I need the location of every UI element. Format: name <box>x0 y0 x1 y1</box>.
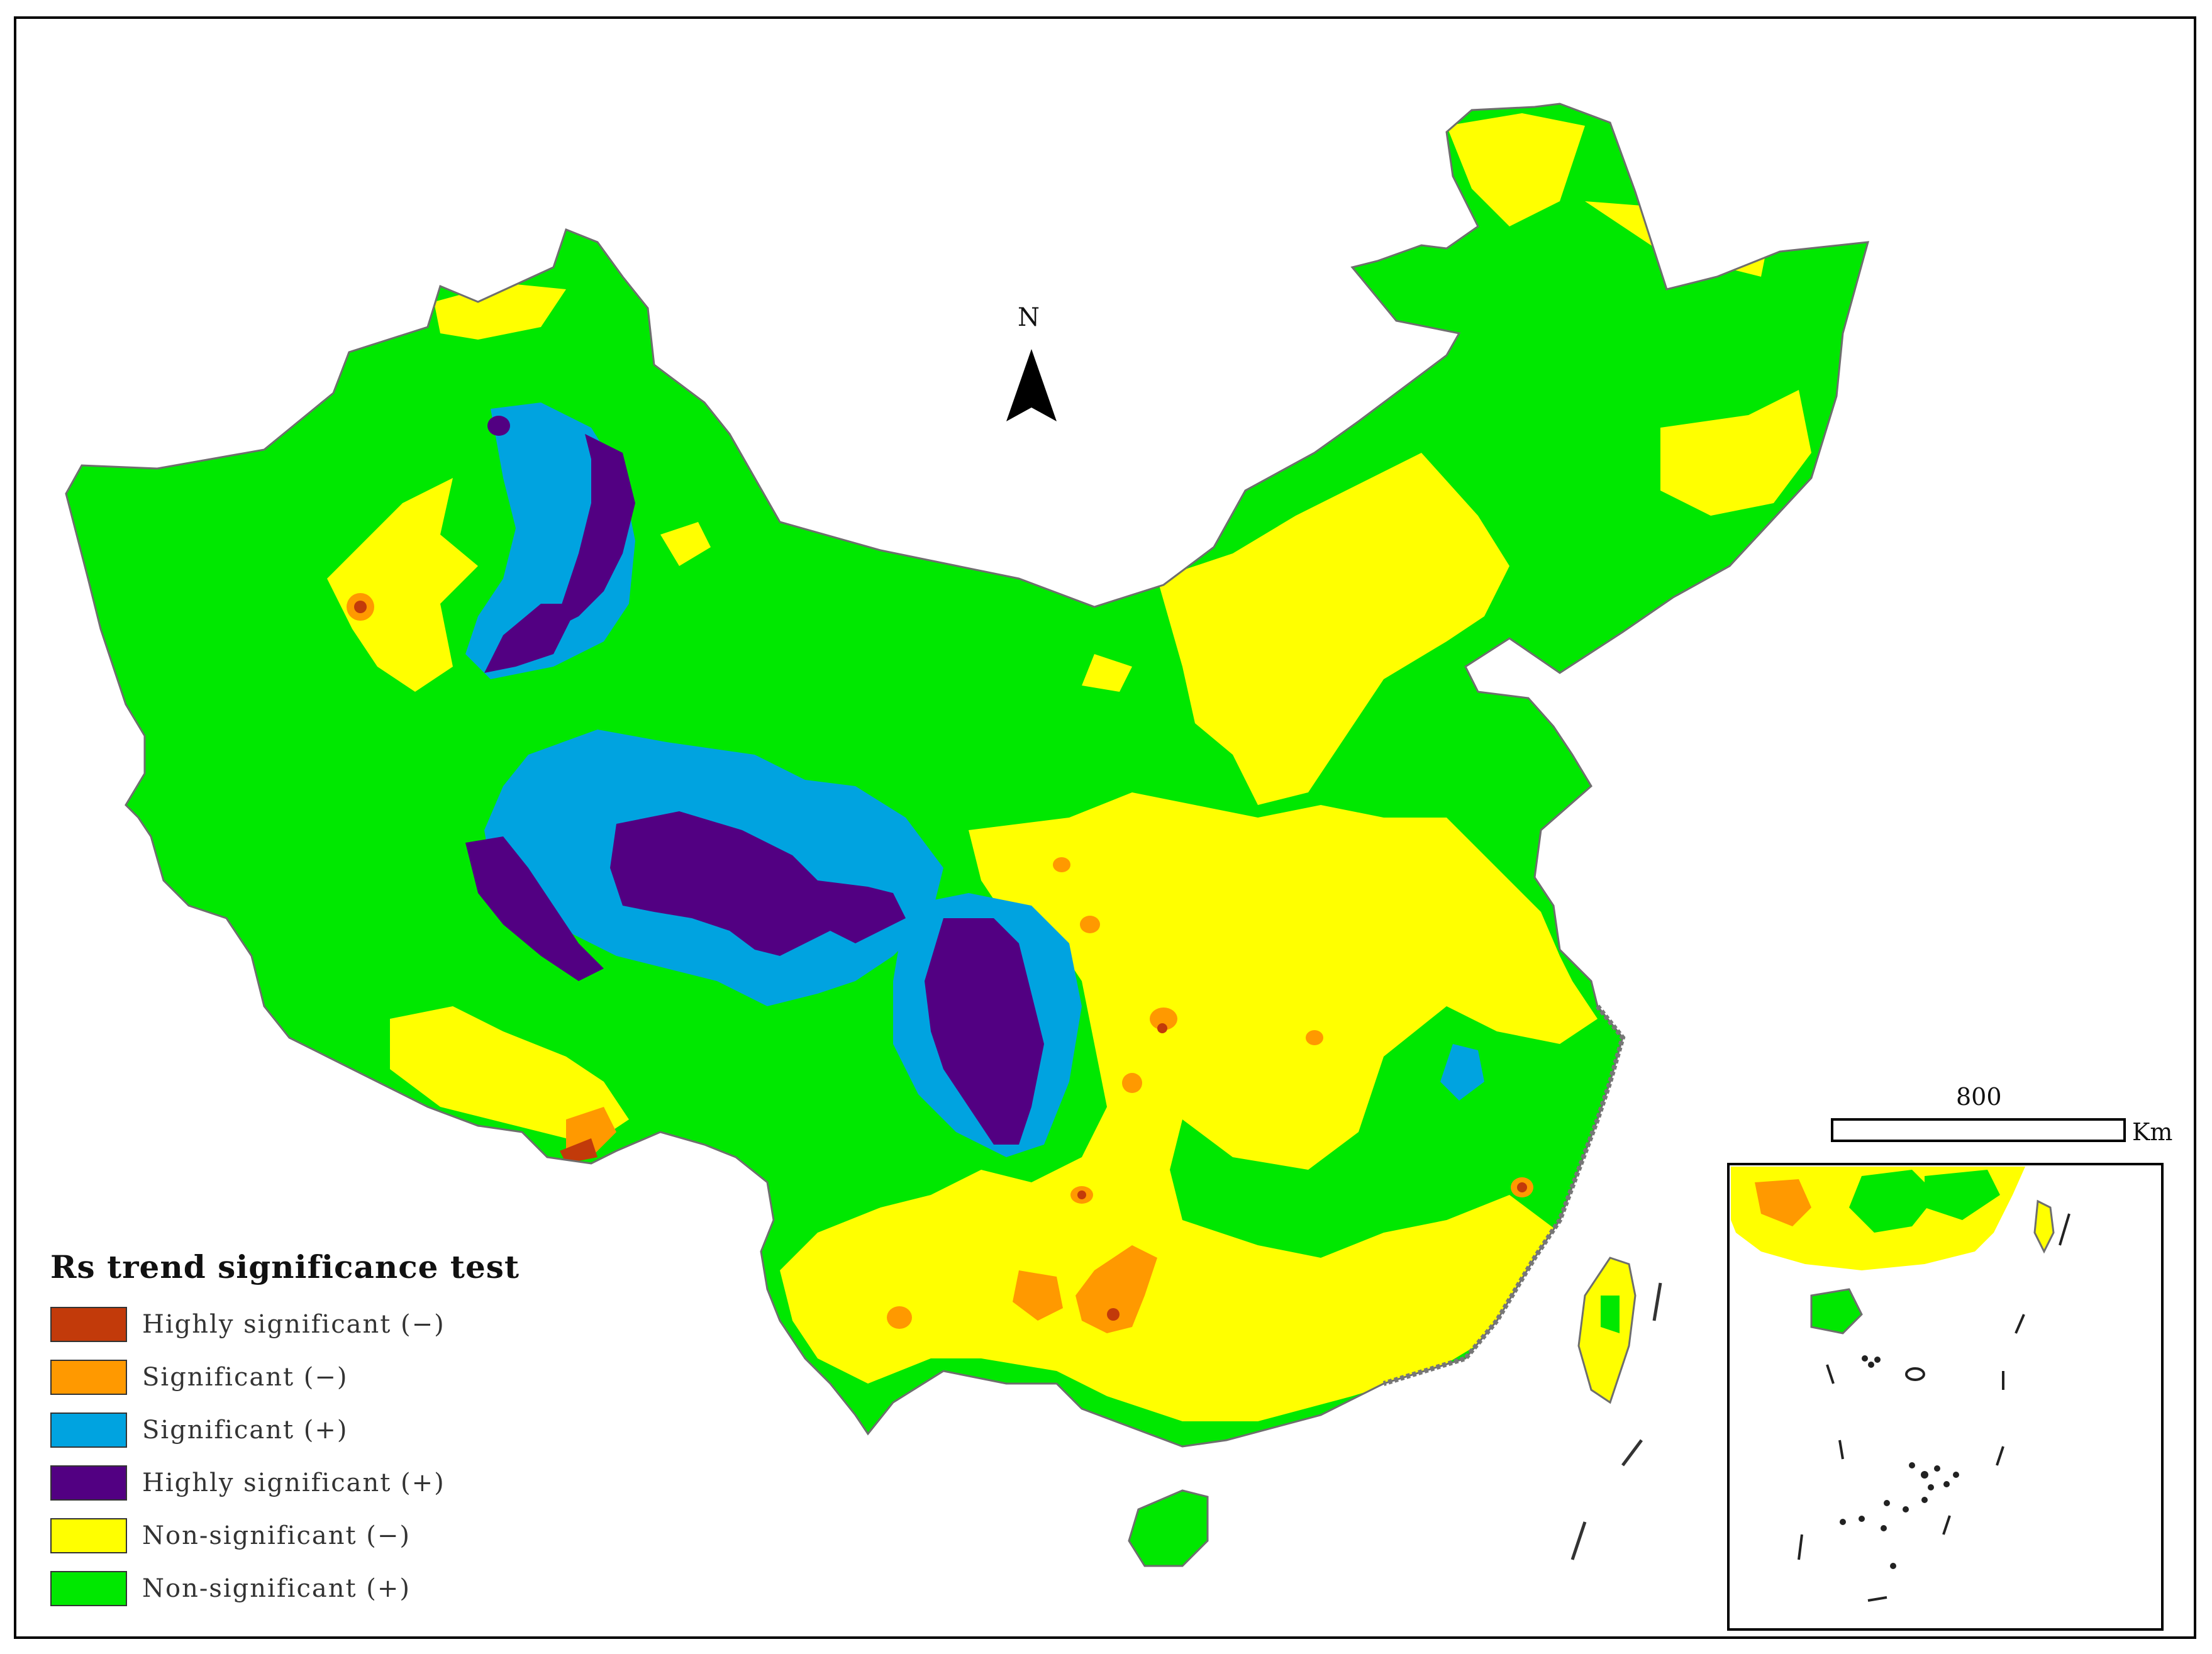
legend-item: Significant (+) <box>50 1404 541 1457</box>
legend-title: Rs trend significance test <box>50 1248 520 1285</box>
coastline-detail <box>1382 1004 1626 1386</box>
legend-item: Significant (−) <box>50 1351 541 1404</box>
south-china-sea-inset <box>1727 1163 2164 1631</box>
taiwan-island <box>1577 1257 1637 1404</box>
china-border <box>65 103 1870 1448</box>
scale-bar <box>1831 1118 2126 1142</box>
north-label: N <box>1018 303 1040 332</box>
region-significant-negative <box>347 593 1533 1333</box>
sea-boundary-dashes <box>1570 1282 1662 1560</box>
legend-label: Highly significant (+) <box>142 1468 445 1497</box>
legend-swatch <box>50 1518 127 1553</box>
legend-swatch <box>50 1413 127 1448</box>
legend-label: Highly significant (−) <box>142 1310 445 1339</box>
hainan-island <box>1128 1489 1209 1567</box>
legend-label: Non-significant (+) <box>142 1574 411 1603</box>
scale-unit-label: Km <box>2132 1118 2173 1146</box>
region-highly-significant-negative <box>354 601 1527 1321</box>
taiwan-green-patch <box>1601 1296 1620 1333</box>
legend-swatch <box>50 1360 127 1395</box>
region-highly-significant-positive <box>465 416 1044 1145</box>
legend-item: Non-significant (−) <box>50 1509 541 1562</box>
legend-label: Significant (+) <box>142 1416 348 1445</box>
legend-item: Highly significant (−) <box>50 1298 541 1351</box>
scale-value-label: 800 <box>1956 1083 2002 1111</box>
legend-label: Significant (−) <box>142 1363 348 1392</box>
legend-swatch <box>50 1307 127 1342</box>
legend-swatch <box>50 1571 127 1606</box>
legend-swatch <box>50 1465 127 1501</box>
legend-item: Highly significant (+) <box>50 1457 541 1509</box>
legend-item: Non-significant (+) <box>50 1562 541 1615</box>
legend: Rs trend significance test Highly signif… <box>50 1248 541 1615</box>
north-arrow <box>1006 349 1057 421</box>
legend-label: Non-significant (−) <box>142 1521 411 1550</box>
